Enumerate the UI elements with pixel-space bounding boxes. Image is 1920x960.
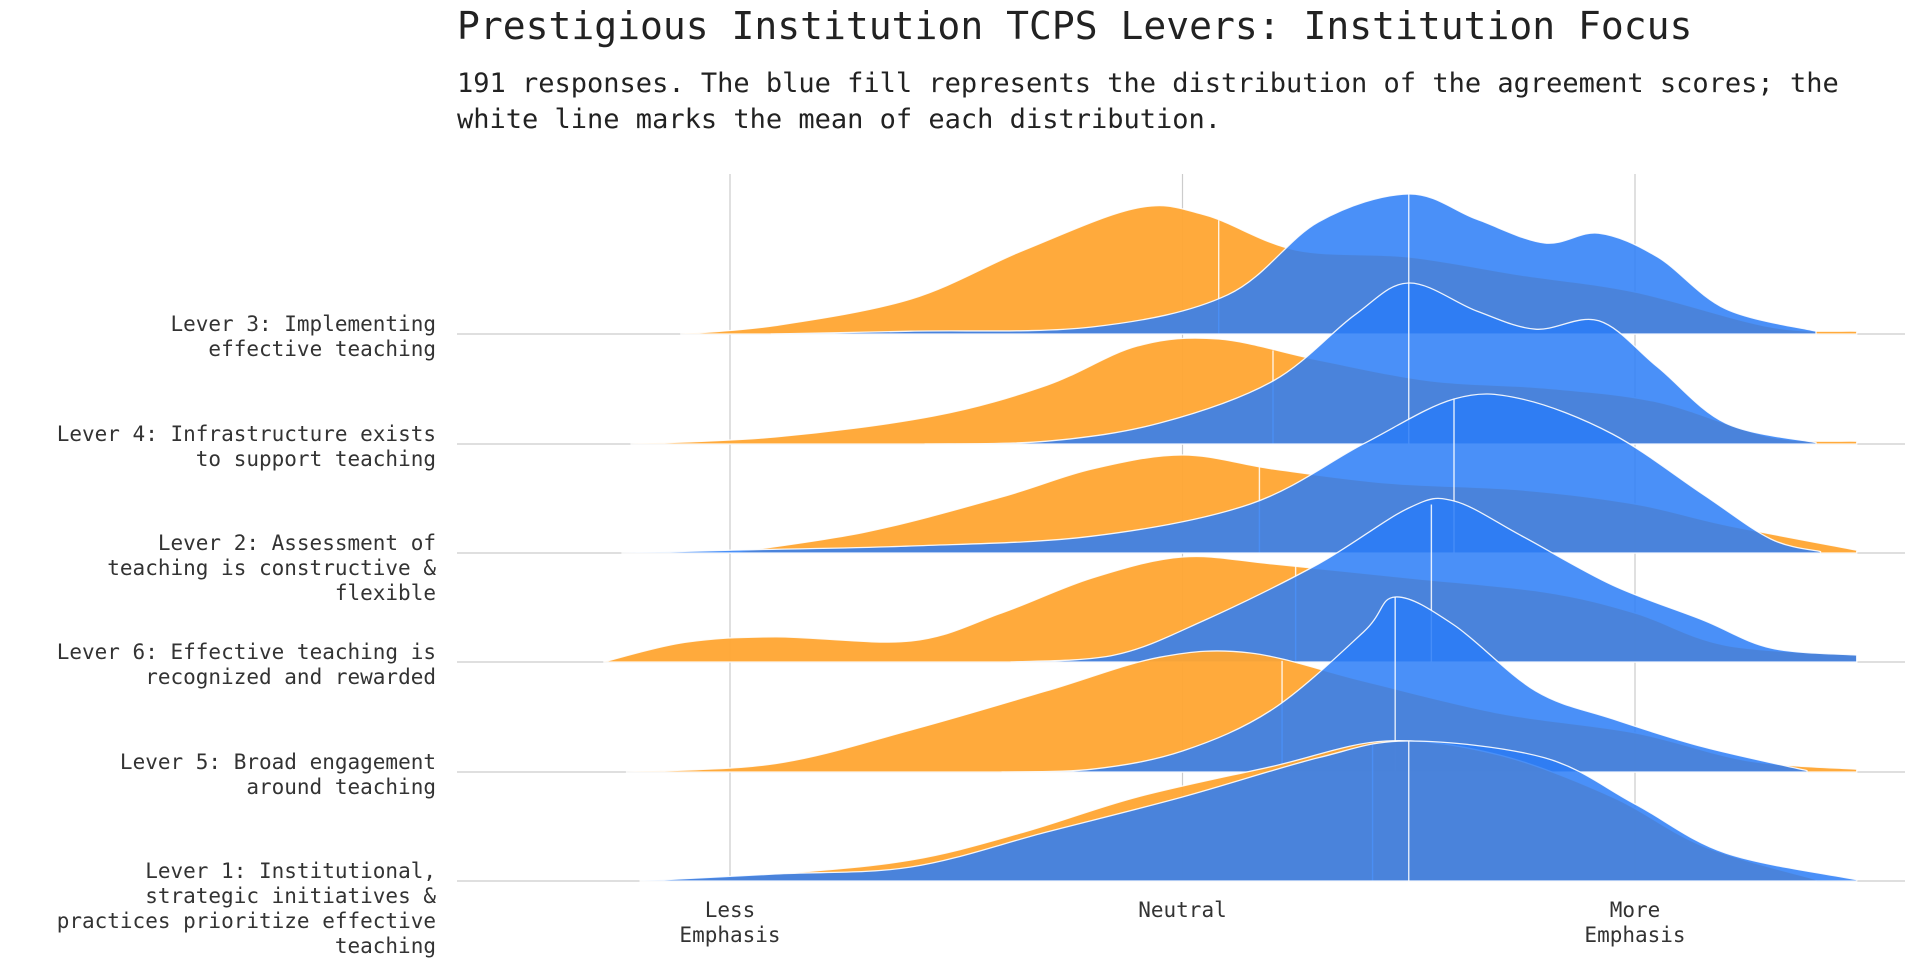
lever-label: Lever 3: Implementing effective teaching (170, 312, 436, 361)
blue-density-area (639, 740, 1858, 882)
lever-label: Lever 2: Assessment of teaching is const… (107, 531, 436, 605)
chart-title: Prestigious Institution TCPS Levers: Ins… (457, 4, 1693, 48)
lever-label: Lever 1: Institutional, strategic initia… (56, 859, 436, 958)
x-tick-label: Less Emphasis (679, 898, 781, 947)
lever-ridge-3 (457, 393, 1905, 554)
blue-density-area (924, 282, 1817, 445)
lever-ridge-5 (457, 596, 1905, 773)
blue-density-area (1001, 596, 1808, 773)
x-tick-label: Neutral (1138, 898, 1227, 922)
lever-label: Lever 5: Broad engagement around teachin… (119, 750, 436, 799)
chart-subtitle: 191 responses. The blue fill represents … (457, 68, 1855, 135)
lever-ridge-6 (457, 740, 1905, 882)
x-tick-label: More Emphasis (1584, 898, 1686, 947)
lever-ridge-1 (457, 193, 1905, 335)
blue-density-area (621, 393, 1822, 554)
blue-density-area (1010, 497, 1858, 663)
lever-label: Lever 6: Effective teaching is recognize… (56, 640, 436, 689)
lever-label: Lever 4: Infrastructure exists to suppor… (56, 422, 436, 471)
